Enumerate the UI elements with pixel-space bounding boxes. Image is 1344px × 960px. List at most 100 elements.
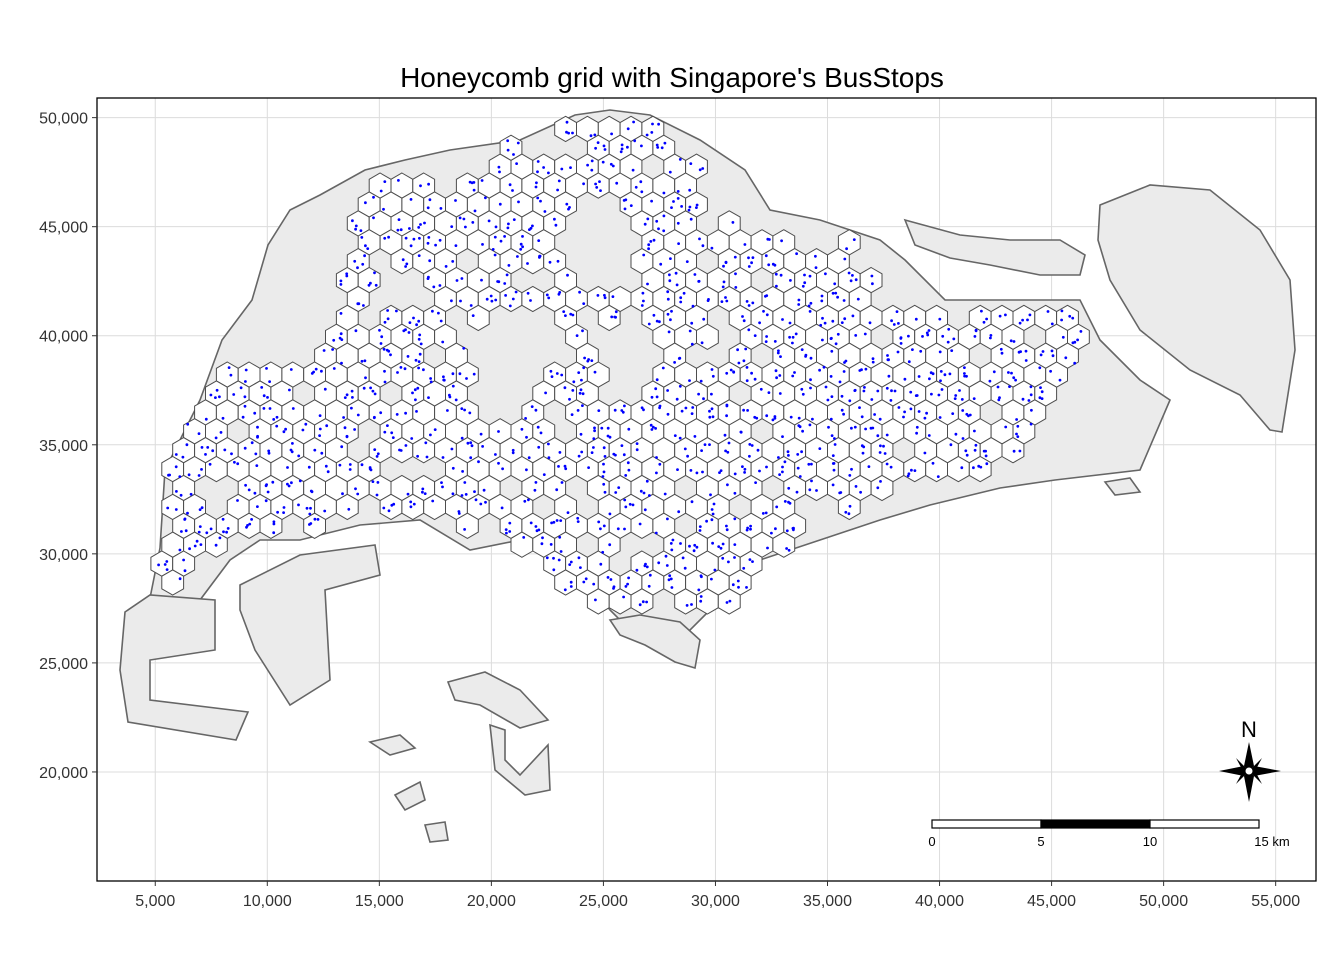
- bus-stop-point: [710, 577, 713, 581]
- bus-stop-point: [599, 562, 603, 566]
- bus-stop-point: [380, 335, 384, 339]
- bus-stop-point: [515, 162, 518, 166]
- bus-stop-point: [323, 509, 327, 513]
- bus-stop-point: [606, 426, 610, 430]
- bus-stop-point: [795, 252, 798, 256]
- bus-stop-point: [679, 300, 683, 304]
- bus-stop-point: [767, 391, 771, 394]
- bus-stop-point: [871, 360, 875, 364]
- bus-stop-point: [678, 384, 682, 388]
- bus-stop-point: [275, 424, 279, 428]
- bus-stop-point: [759, 387, 763, 391]
- bus-stop-point: [960, 466, 964, 470]
- bus-stop-point: [645, 565, 649, 569]
- bus-stop-point: [627, 468, 631, 472]
- bus-stop-point: [433, 428, 437, 431]
- bus-stop-point: [743, 243, 747, 246]
- bus-stop-point: [460, 494, 464, 497]
- bus-stop-point: [421, 490, 424, 494]
- bus-stop-point: [482, 488, 486, 492]
- bus-stop-point: [608, 543, 612, 547]
- bus-stop-point: [697, 279, 701, 283]
- bus-stop-point: [655, 378, 659, 382]
- bus-stop-point: [670, 586, 674, 589]
- bus-stop-point: [938, 317, 942, 321]
- bus-stop-point: [688, 188, 692, 192]
- bus-stop-point: [359, 229, 363, 233]
- bus-stop-point: [586, 163, 589, 167]
- bus-stop-point: [710, 368, 714, 371]
- bus-stop-point: [847, 512, 851, 516]
- bus-stop-point: [643, 222, 647, 226]
- bus-stop-point: [537, 239, 541, 243]
- bus-stop-point: [340, 445, 344, 449]
- bus-stop-point: [200, 506, 204, 510]
- bus-stop-point: [186, 511, 189, 515]
- bus-stop-point: [764, 340, 768, 343]
- bus-stop-point: [448, 395, 452, 399]
- bus-stop-point: [264, 499, 268, 503]
- bus-stop-point: [650, 131, 654, 134]
- bus-stop-point: [753, 334, 757, 337]
- bus-stop-point: [733, 255, 737, 259]
- honeycomb-cell: [259, 512, 283, 539]
- bus-stop-point: [915, 425, 919, 429]
- bus-stop-point: [526, 291, 530, 295]
- bus-stop-point: [1061, 335, 1065, 339]
- bus-stop-point: [673, 434, 677, 437]
- bus-stop-point: [466, 441, 470, 445]
- bus-stop-point: [668, 273, 671, 277]
- bus-stop-point: [223, 448, 227, 452]
- bus-stop-point: [484, 196, 487, 200]
- bus-stop-point: [209, 527, 213, 531]
- bus-stop-point: [198, 525, 202, 528]
- bus-stop-point: [555, 488, 559, 492]
- bus-stop-point: [958, 389, 961, 392]
- bus-stop-point: [440, 481, 443, 484]
- bus-stop-point: [745, 300, 749, 303]
- bus-stop-point: [856, 297, 860, 301]
- bus-stop-point: [776, 351, 780, 355]
- bus-stop-point: [530, 405, 534, 408]
- bus-stop-point: [731, 221, 735, 224]
- bus-stop-point: [256, 434, 259, 438]
- bus-stop-point: [338, 463, 342, 467]
- bus-stop-point: [845, 247, 848, 251]
- bus-stop-point: [1073, 361, 1077, 365]
- bus-stop-point: [1046, 310, 1050, 313]
- bus-stop-point: [499, 239, 503, 243]
- bus-stop-point: [534, 185, 538, 189]
- bus-stop-point: [494, 225, 498, 229]
- bus-stop-point: [617, 486, 621, 489]
- bus-stop-point: [832, 468, 836, 472]
- bus-stop-point: [811, 417, 814, 421]
- bus-stop-point: [232, 393, 236, 396]
- bus-stop-point: [609, 578, 613, 581]
- bus-stop-point: [766, 546, 769, 550]
- y-tick-label: 35,000: [39, 438, 88, 455]
- bus-stop-point: [557, 558, 561, 562]
- bus-stop-point: [676, 197, 680, 200]
- bus-stop-point: [404, 265, 407, 268]
- bus-stop-point: [227, 366, 231, 369]
- bus-stop-point: [582, 580, 586, 584]
- bus-stop-point: [950, 349, 954, 352]
- bus-stop-point: [992, 370, 996, 374]
- bus-stop-point: [470, 444, 474, 448]
- bus-stop-point: [708, 443, 711, 446]
- bus-stop-point: [710, 508, 714, 511]
- bus-stop-point: [500, 506, 504, 510]
- bus-stop-point: [183, 518, 187, 521]
- bus-stop-point: [408, 227, 411, 230]
- bus-stop-point: [852, 238, 856, 242]
- bus-stop-point: [929, 371, 933, 375]
- bus-stop-point: [829, 417, 833, 421]
- bus-stop-point: [592, 582, 596, 586]
- bus-stop-point: [441, 456, 445, 459]
- bus-stop-point: [222, 530, 225, 534]
- bus-stop-point: [927, 434, 931, 437]
- bus-stop-point: [506, 148, 510, 152]
- bus-stop-point: [387, 509, 391, 513]
- bus-stop-point: [186, 422, 190, 426]
- bus-stop-point: [787, 548, 791, 552]
